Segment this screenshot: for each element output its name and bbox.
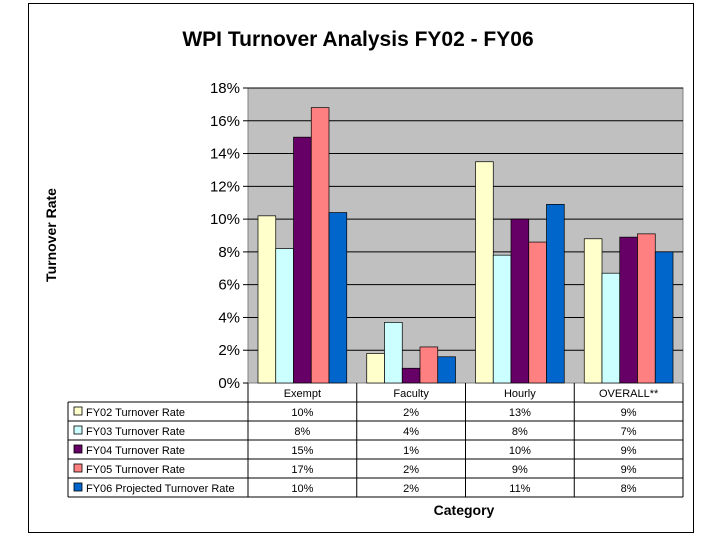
y-tick-label: 2% xyxy=(218,342,240,359)
bar xyxy=(528,241,547,384)
data-label: 2% xyxy=(403,464,419,476)
bar xyxy=(510,218,530,384)
legend-swatch xyxy=(73,463,83,473)
legend-label: FY04 Turnover Rate xyxy=(86,445,185,457)
data-label: 9% xyxy=(512,464,528,476)
x-axis-label: Category xyxy=(434,502,495,518)
y-axis-label: Turnover Rate xyxy=(43,188,59,282)
y-tick-label: 16% xyxy=(210,113,240,130)
y-tick-label: 12% xyxy=(210,178,240,195)
data-label: 10% xyxy=(291,407,313,419)
data-label: 10% xyxy=(509,445,531,457)
bar xyxy=(275,248,294,384)
y-tick-label: 14% xyxy=(210,146,240,163)
legend-label: FY02 Turnover Rate xyxy=(86,407,185,419)
bar xyxy=(257,215,277,384)
data-label: 10% xyxy=(291,483,313,495)
data-label: 1% xyxy=(403,445,419,457)
data-label: 2% xyxy=(403,483,419,495)
bar xyxy=(601,272,621,384)
legend-swatch xyxy=(73,444,83,454)
bar xyxy=(293,136,312,384)
y-tick-label: 4% xyxy=(218,309,240,326)
y-tick-label: 8% xyxy=(218,244,240,261)
y-tick-label: 6% xyxy=(218,277,240,294)
legend-swatch xyxy=(73,482,83,492)
bar xyxy=(310,107,330,384)
data-label: 9% xyxy=(621,464,637,476)
data-label: 8% xyxy=(294,426,310,438)
legend-label: FY06 Projected Turnover Rate xyxy=(86,483,235,495)
bar xyxy=(619,236,638,384)
data-label: 2% xyxy=(403,407,419,419)
category-label: Hourly xyxy=(504,388,536,400)
bar xyxy=(654,251,674,384)
y-tick-label: 0% xyxy=(218,375,240,392)
y-tick-label: 10% xyxy=(210,211,240,228)
bar xyxy=(401,367,421,384)
bar xyxy=(419,346,439,384)
data-label: 11% xyxy=(509,483,530,495)
data-label: 9% xyxy=(621,407,637,419)
bar xyxy=(437,356,456,384)
data-label: 8% xyxy=(621,483,637,495)
bar xyxy=(583,238,603,384)
data-label: 8% xyxy=(512,426,528,438)
bar xyxy=(366,353,385,384)
bar xyxy=(546,204,565,384)
data-label: 9% xyxy=(621,445,637,457)
bar xyxy=(637,233,656,384)
data-label: 4% xyxy=(403,426,419,438)
legend-swatch xyxy=(73,406,83,416)
legend-label: FY03 Turnover Rate xyxy=(86,426,185,438)
legend-swatch xyxy=(73,425,83,435)
category-label: OVERALL** xyxy=(599,388,659,400)
category-label: Exempt xyxy=(284,388,321,400)
legend-label: FY05 Turnover Rate xyxy=(86,464,185,476)
bar xyxy=(328,212,348,384)
bar xyxy=(492,254,512,384)
data-label: 13% xyxy=(509,407,531,419)
y-tick-label: 18% xyxy=(210,80,240,97)
chart-title: WPI Turnover Analysis FY02 - FY06 xyxy=(182,28,533,51)
data-label: 15% xyxy=(291,445,313,457)
data-label: 17% xyxy=(291,464,313,476)
bar xyxy=(384,322,403,384)
bar xyxy=(475,161,494,384)
category-label: Faculty xyxy=(393,388,429,400)
data-label: 7% xyxy=(621,426,637,438)
